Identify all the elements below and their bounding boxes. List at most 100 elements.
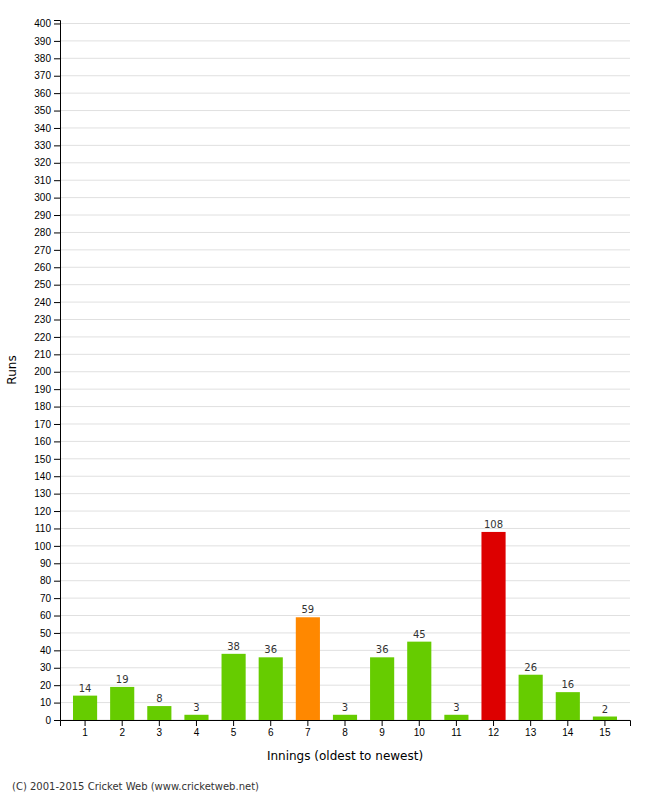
x-tick-label: 6 [268, 727, 274, 738]
y-tick-mark [54, 685, 60, 686]
grid-line [60, 615, 630, 616]
y-tick-mark [54, 267, 60, 268]
x-tick: 6 [268, 720, 274, 738]
grid-line [60, 598, 630, 599]
y-tick-label: 110 [35, 523, 51, 534]
grid-line [60, 58, 630, 59]
grid-line [60, 563, 630, 564]
y-tick-label: 230 [34, 314, 51, 325]
y-tick-label: 80 [40, 575, 52, 586]
y-tick: 400 [34, 18, 60, 29]
y-tick-label: 390 [34, 36, 51, 47]
grid-line [60, 685, 630, 686]
x-tick: 3 [157, 720, 163, 738]
grid-line [60, 232, 630, 233]
y-tick: 300 [34, 192, 60, 203]
grid-line [60, 40, 630, 41]
y-tick-mark [54, 546, 60, 547]
data-label: 108 [484, 519, 503, 530]
x-tick-label: 13 [525, 727, 537, 738]
grid-line [60, 580, 630, 581]
x-tick-mark [307, 720, 308, 726]
y-tick-label: 170 [34, 419, 51, 430]
footer: (C) 2001-2015 Cricket Web (www.cricketwe… [12, 781, 259, 792]
y-tick-mark [54, 720, 60, 721]
y-tick: 140 [34, 471, 60, 482]
y-tick-label: 190 [34, 384, 51, 395]
y-tick-label: 270 [34, 245, 51, 256]
x-tick-label: 14 [562, 727, 574, 738]
grid-line [60, 650, 630, 651]
grid-line [60, 302, 630, 303]
y-tick: 110 [35, 523, 60, 534]
y-tick-mark [54, 476, 60, 477]
y-tick: 100 [34, 541, 60, 552]
data-label: 26 [524, 662, 537, 673]
y-tick: 20 [40, 680, 60, 691]
x-tick-label: 2 [119, 727, 125, 738]
grid-line [60, 145, 630, 146]
grid-line [60, 493, 630, 494]
y-tick-mark [54, 111, 60, 112]
y-tick: 240 [34, 297, 60, 308]
x-tick-label: 15 [599, 727, 611, 738]
y-tick: 210 [34, 349, 60, 360]
grid-line [60, 110, 630, 111]
y-tick: 190 [34, 384, 60, 395]
y-tick: 380 [34, 53, 60, 64]
y-tick-label: 340 [34, 123, 51, 134]
data-label: 14 [79, 683, 92, 694]
y-tick-label: 220 [34, 332, 51, 343]
y-tick-mark [54, 598, 60, 599]
y-axis-title: Runs [5, 355, 19, 384]
x-axis-title: Innings (oldest to newest) [267, 749, 423, 763]
x-tick-label: 3 [157, 727, 163, 738]
x-tick: 2 [119, 720, 125, 738]
y-tick: 150 [34, 454, 60, 465]
y-tick: 30 [40, 662, 60, 673]
data-label: 36 [264, 644, 277, 655]
plot: 1419833836593364531082616212345678910111… [34, 18, 630, 738]
y-tick-mark [54, 41, 60, 42]
x-tick-mark [530, 720, 531, 726]
y-tick-label: 290 [34, 210, 51, 221]
y-tick-mark [54, 285, 60, 286]
data-label: 3 [342, 702, 348, 713]
grid-line [60, 284, 630, 285]
y-tick: 130 [34, 488, 60, 499]
x-tick: 1 [82, 720, 88, 738]
x-tick: 8 [342, 720, 348, 738]
grid [60, 23, 630, 720]
grid-line [60, 180, 630, 181]
y-tick-mark [54, 650, 60, 651]
y-tick-mark [54, 668, 60, 669]
y-tick: 270 [34, 245, 60, 256]
y-tick-label: 0 [45, 715, 51, 726]
bar [259, 657, 283, 720]
x-tick-label: 9 [379, 727, 385, 738]
y-tick-label: 40 [40, 645, 52, 656]
x-tick-label: 12 [488, 727, 500, 738]
grid-line [60, 336, 630, 337]
x-tick-label: 1 [82, 727, 88, 738]
y-tick-mark [54, 180, 60, 181]
x-tick-mark [419, 720, 420, 726]
y-tick-mark [54, 407, 60, 408]
y-tick-label: 90 [40, 558, 52, 569]
y-tick-mark [54, 616, 60, 617]
grid-line [60, 511, 630, 512]
y-tick-label: 280 [34, 227, 51, 238]
y-tick-mark [54, 320, 60, 321]
x-tick-label: 4 [194, 727, 200, 738]
data-label: 8 [156, 693, 162, 704]
y-tick: 250 [34, 279, 60, 290]
y-tick-label: 210 [34, 349, 51, 360]
y-tick-label: 10 [40, 697, 52, 708]
y-tick-mark [54, 250, 60, 251]
y-tick: 230 [34, 314, 60, 325]
y-tick-mark [54, 703, 60, 704]
y-tick-label: 330 [34, 140, 51, 151]
bar [333, 715, 357, 720]
grid-line [60, 545, 630, 546]
y-axis: 0102030405060708090100110120130140150160… [34, 18, 60, 726]
